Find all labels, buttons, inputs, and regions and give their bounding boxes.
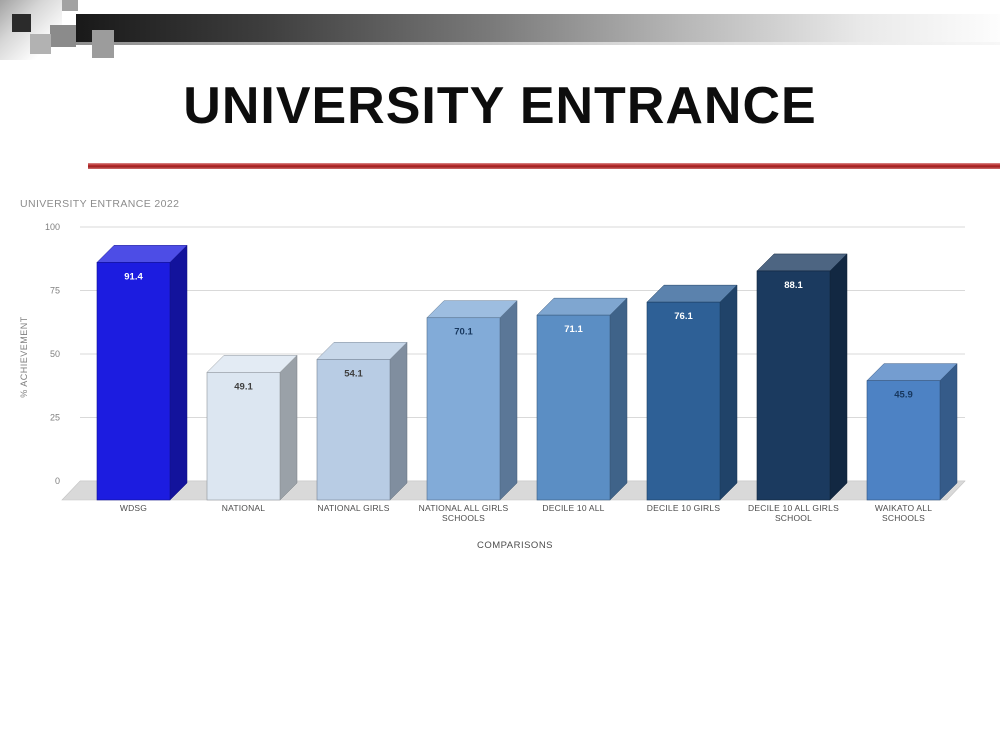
bar-national-girls: 54.1 NATIONAL GIRLS (316, 341, 408, 513)
bar-front-face (646, 301, 721, 501)
header-bar-edge (76, 42, 1000, 45)
bar-value-label: 49.1 (234, 381, 253, 392)
deco-square-4 (30, 34, 51, 54)
bar-wdsg: 91.4 WDSG (96, 244, 188, 513)
bar-value-label: 45.9 (894, 390, 913, 401)
category-label: WDSG (120, 503, 147, 513)
category-label: DECILE 10 GIRLS (647, 503, 721, 513)
category-label: WAIKATO ALL (875, 503, 932, 513)
bar-front-face (536, 314, 611, 501)
category-label: NATIONAL (222, 503, 266, 513)
y-tick-label: 100 (45, 222, 60, 232)
bar-front-face (96, 262, 171, 501)
category-label: DECILE 10 ALL GIRLS (748, 503, 839, 513)
bar-value-label: 88.1 (784, 280, 803, 291)
bar-value-label: 71.1 (564, 324, 583, 335)
bar-front-face (866, 380, 941, 501)
category-label: DECILE 10 ALL (542, 503, 604, 513)
bar-side-face (279, 354, 298, 501)
bar-value-label: 91.4 (124, 271, 143, 282)
y-tick-label: 75 (50, 286, 60, 296)
header-gradient-bar (76, 14, 1000, 42)
category-label: SCHOOLS (882, 513, 925, 523)
bar-side-face (389, 341, 408, 501)
category-label: NATIONAL GIRLS (317, 503, 389, 513)
bar-side-face (169, 244, 188, 501)
bar-side-face (939, 363, 958, 501)
bar-value-label: 70.1 (454, 327, 473, 338)
deco-square-2 (12, 14, 31, 32)
bar-front-face (756, 270, 831, 501)
bar-side-face (499, 300, 518, 501)
y-axis-title: % ACHIEVEMENT (19, 316, 29, 398)
bar-chart: UNIVERSITY ENTRANCE 2022 0 25 50 75 100 % ACHI… (19, 198, 966, 551)
y-tick-label: 0 (55, 476, 60, 486)
deco-square-1 (62, 0, 78, 11)
bar-front-face (426, 317, 501, 501)
bar-decile-10-girls: 76.1 DECILE 10 GIRLS (646, 284, 738, 513)
bar-national: 49.1 NATIONAL (206, 354, 298, 513)
x-axis-title: COMPARISONS (477, 540, 553, 551)
bar-value-label: 76.1 (674, 311, 693, 322)
category-label: SCHOOLS (442, 513, 485, 523)
category-label: NATIONAL ALL GIRLS (419, 503, 509, 513)
deco-square-3 (50, 25, 76, 47)
title-divider (88, 163, 1000, 169)
bar-side-face (719, 284, 738, 501)
bar-front-face (206, 372, 281, 501)
category-label: SCHOOL (775, 513, 812, 523)
bar-value-label: 54.1 (344, 368, 363, 379)
bar-front-face (316, 359, 391, 501)
bar-side-face (829, 253, 848, 501)
y-tick-label: 25 (50, 413, 60, 423)
deco-square-5 (92, 30, 114, 58)
page-title: UNIVERSITY ENTRANCE (183, 77, 817, 135)
bar-decile-10-all: 71.1 DECILE 10 ALL (536, 297, 628, 513)
bar-side-face (609, 297, 628, 501)
y-tick-label: 50 (50, 349, 60, 359)
chart-title: UNIVERSITY ENTRANCE 2022 (20, 198, 179, 210)
